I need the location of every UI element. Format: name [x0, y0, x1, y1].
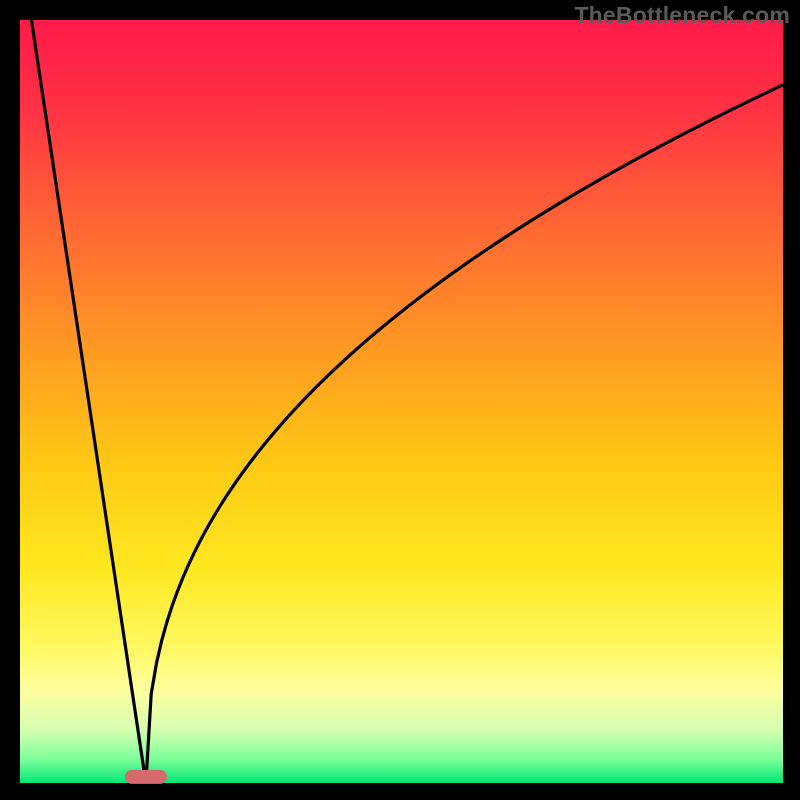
chart-container: TheBottleneck.com	[0, 0, 800, 800]
bottleneck-chart	[0, 0, 800, 800]
plot-background-gradient	[20, 20, 783, 783]
optimal-marker	[125, 770, 167, 784]
watermark-text: TheBottleneck.com	[574, 2, 790, 29]
